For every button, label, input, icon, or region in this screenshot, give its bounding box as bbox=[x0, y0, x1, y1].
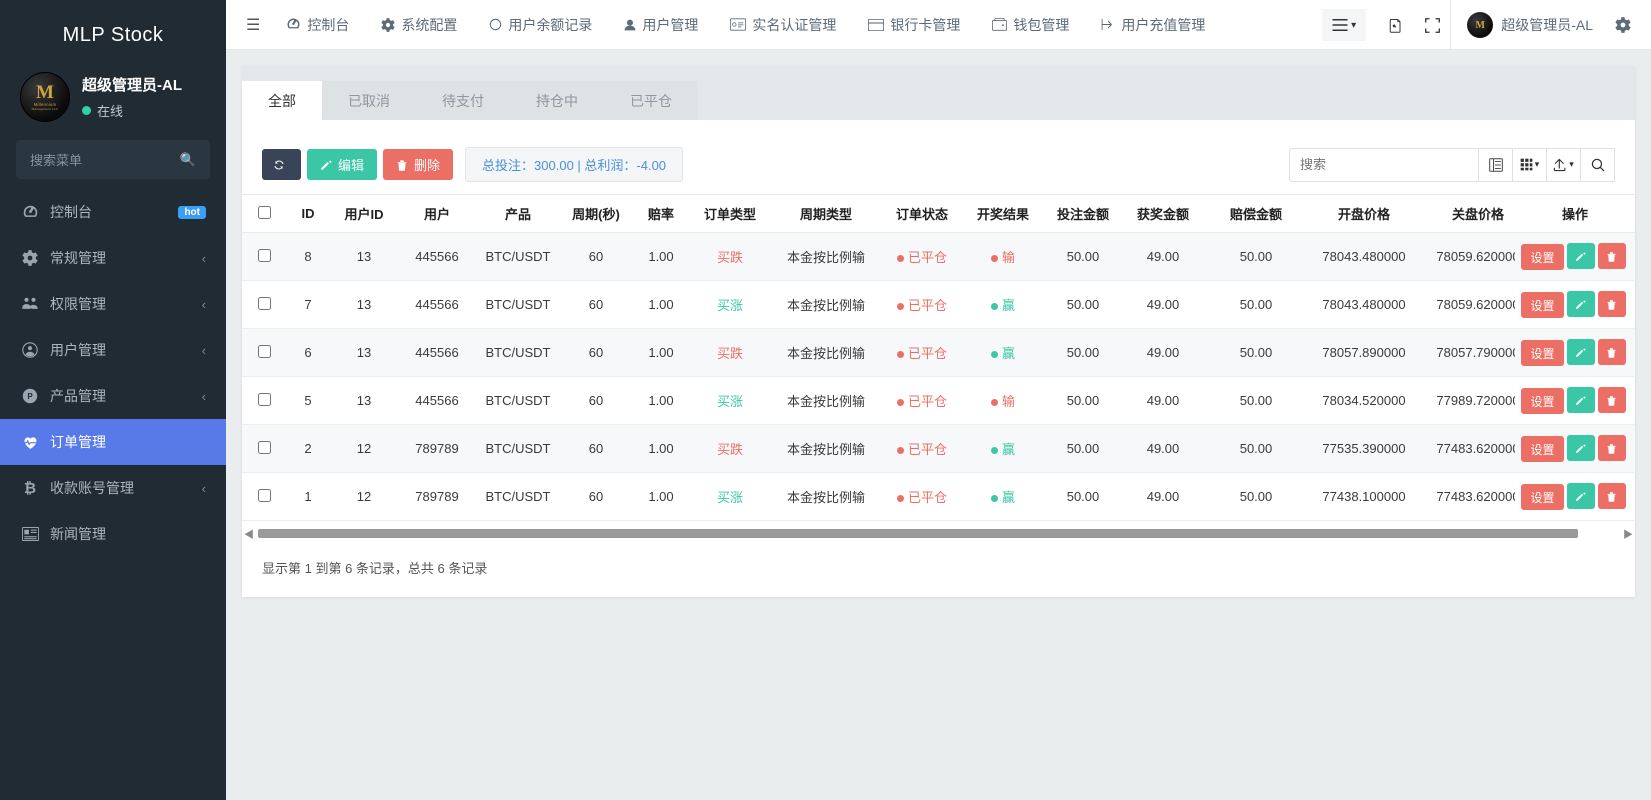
svg-text:P: P bbox=[27, 392, 33, 401]
